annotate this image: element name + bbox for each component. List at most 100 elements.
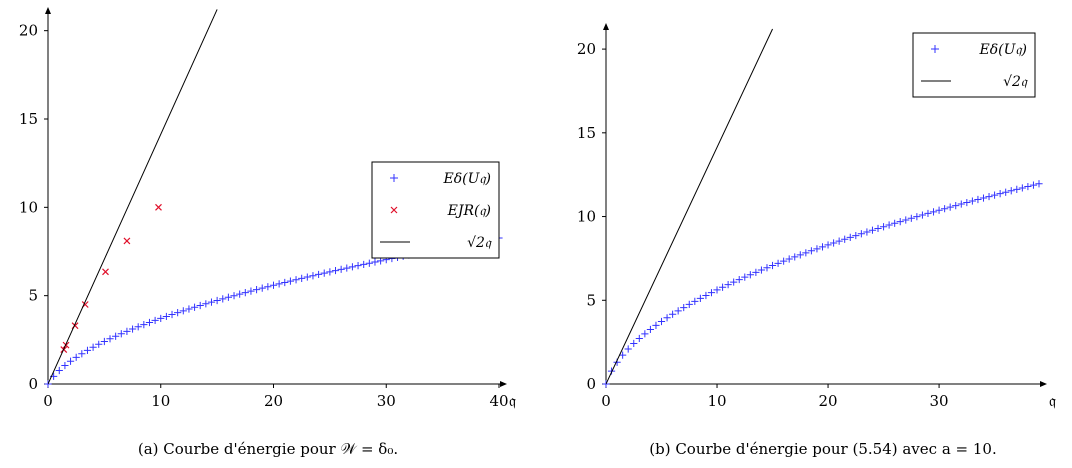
data-point-plus bbox=[213, 296, 221, 305]
legend-label: √2𝔮 bbox=[467, 235, 493, 251]
data-point-cross bbox=[102, 268, 109, 276]
data-point-plus bbox=[941, 205, 949, 213]
data-point-plus bbox=[763, 264, 771, 272]
data-point-plus bbox=[846, 233, 854, 241]
data-point-plus bbox=[286, 277, 295, 285]
data-point-plus bbox=[757, 266, 766, 274]
legend-label: Eδ(U𝔮) bbox=[443, 171, 491, 187]
data-point-plus bbox=[641, 330, 649, 338]
data-point-plus bbox=[624, 345, 632, 353]
x-tick-label: 40 bbox=[489, 392, 508, 410]
data-point-plus bbox=[896, 218, 904, 226]
data-point-plus bbox=[702, 291, 710, 300]
data-point-plus bbox=[902, 216, 910, 224]
data-point-plus bbox=[100, 337, 108, 346]
data-point-plus bbox=[202, 300, 210, 308]
data-point-plus bbox=[1013, 185, 1021, 193]
data-point-plus bbox=[935, 206, 943, 214]
data-point-plus bbox=[868, 226, 877, 234]
data-point-plus bbox=[635, 334, 643, 343]
data-point-plus bbox=[791, 253, 799, 261]
data-point-plus bbox=[162, 312, 170, 321]
data-point-plus bbox=[326, 268, 334, 276]
data-point-plus bbox=[796, 251, 804, 259]
x-tick-label: 0 bbox=[43, 392, 53, 410]
data-point-plus bbox=[275, 280, 283, 288]
data-point-plus bbox=[224, 293, 232, 301]
x-tick-label: 20 bbox=[819, 392, 838, 410]
data-point-plus bbox=[652, 321, 660, 329]
y-tick-label: 10 bbox=[19, 198, 38, 216]
data-point-plus bbox=[891, 219, 899, 227]
data-point-plus bbox=[780, 257, 788, 265]
x-tick-label: 0 bbox=[601, 392, 611, 410]
data-point-plus bbox=[269, 281, 278, 289]
data-point-plus bbox=[140, 321, 148, 329]
data-point-plus bbox=[258, 284, 266, 292]
data-point-plus bbox=[123, 327, 131, 335]
data-point-plus bbox=[857, 230, 865, 238]
data-point-plus bbox=[128, 325, 137, 333]
legend-cross-sample bbox=[390, 206, 398, 214]
data-point-plus bbox=[924, 209, 932, 218]
y-axis-arrow bbox=[603, 23, 609, 30]
data-point-plus bbox=[746, 271, 754, 279]
data-point-plus bbox=[918, 211, 927, 219]
data-point-plus bbox=[303, 273, 311, 281]
legend-label: EJR(𝔮) bbox=[447, 203, 491, 219]
data-point-plus bbox=[360, 260, 368, 269]
data-point-plus bbox=[730, 278, 738, 286]
x-axis-label: 𝔮 bbox=[1049, 391, 1056, 410]
data-point-plus bbox=[315, 270, 323, 279]
data-point-plus bbox=[835, 237, 843, 245]
data-point-plus bbox=[646, 325, 655, 334]
data-point-plus bbox=[66, 357, 75, 365]
y-tick-label: 0 bbox=[28, 375, 38, 393]
data-point-plus bbox=[106, 335, 114, 343]
data-point-plus bbox=[292, 276, 300, 284]
legend-plus-sample bbox=[931, 45, 939, 53]
figure-caption: (a) Courbe d'énergie pour 𝒲 = δ₀. bbox=[138, 440, 398, 458]
data-point-plus bbox=[974, 195, 982, 204]
data-point-plus bbox=[752, 268, 760, 276]
data-point-plus bbox=[78, 350, 86, 358]
data-point-plus bbox=[1024, 182, 1032, 191]
data-point-plus bbox=[145, 318, 154, 327]
data-point-plus bbox=[348, 263, 357, 271]
data-point-plus bbox=[95, 340, 103, 348]
data-point-plus bbox=[241, 289, 249, 297]
data-point-plus bbox=[718, 283, 727, 291]
data-point-plus bbox=[985, 192, 993, 201]
data-point-plus bbox=[741, 273, 749, 281]
data-point-plus bbox=[929, 208, 938, 216]
y-tick-label: 5 bbox=[586, 291, 596, 309]
legend-box bbox=[912, 32, 1036, 98]
data-point-plus bbox=[813, 245, 821, 253]
data-point-plus bbox=[713, 286, 721, 294]
data-point-plus bbox=[657, 317, 666, 326]
data-point-plus bbox=[230, 292, 238, 300]
data-point-plus bbox=[863, 228, 871, 236]
y-tick-label: 5 bbox=[28, 287, 38, 305]
y-tick-label: 20 bbox=[19, 22, 38, 40]
data-point-plus bbox=[685, 300, 693, 309]
data-point-plus bbox=[281, 278, 289, 287]
data-point-plus bbox=[996, 190, 1004, 198]
data-point-plus bbox=[913, 213, 921, 221]
data-point-plus bbox=[61, 361, 69, 370]
data-point-plus bbox=[1018, 184, 1026, 192]
data-point-plus bbox=[112, 332, 120, 340]
data-point-cross bbox=[123, 237, 131, 245]
data-point-plus bbox=[735, 275, 743, 284]
data-point-plus bbox=[236, 290, 244, 298]
data-point-plus bbox=[157, 314, 165, 323]
data-point-plus bbox=[365, 259, 373, 267]
x-tick-label: 20 bbox=[264, 392, 283, 410]
data-point-plus bbox=[83, 346, 92, 354]
data-point-plus bbox=[219, 295, 227, 303]
data-point-plus bbox=[207, 298, 216, 306]
data-point-plus bbox=[168, 310, 176, 319]
y-tick-label: 15 bbox=[19, 110, 38, 128]
data-point-plus bbox=[354, 262, 362, 270]
data-point-plus bbox=[331, 266, 340, 275]
